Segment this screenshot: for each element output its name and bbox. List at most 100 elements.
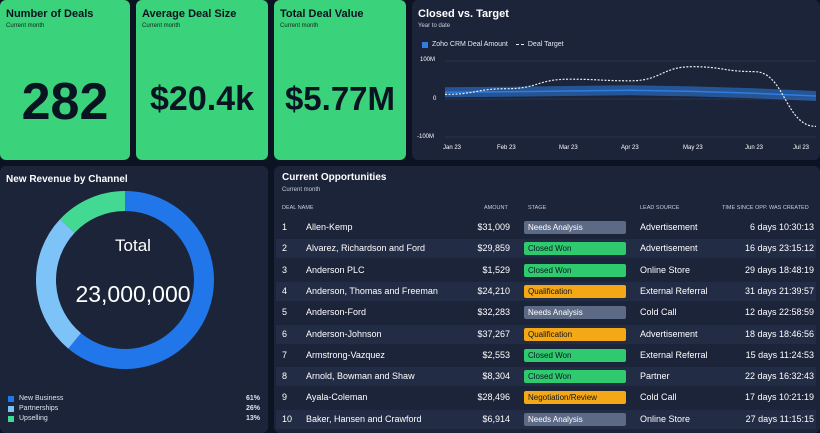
donut-center-label: Total bbox=[115, 236, 151, 255]
kpi-card-average-deal-size: Average Deal Size Current month $20.4k bbox=[136, 0, 268, 160]
kpi-value: $5.77M bbox=[284, 80, 396, 117]
x-tick-label: Feb 23 bbox=[497, 145, 516, 151]
cell-n: 3 bbox=[282, 264, 288, 275]
kpi-card-total-deal-value: Total Deal Value Current month $5.77M bbox=[274, 0, 406, 160]
cell-name: Allen-Kemp bbox=[306, 222, 353, 232]
cell-time: 22 days 16:32:43 bbox=[744, 371, 814, 382]
cell-source: Cold Call bbox=[640, 307, 677, 318]
table-row[interactable]: 10 Baker, Hansen and Crawford $6,914 Online… bbox=[276, 409, 816, 429]
table-row[interactable]: 1 Allen-Kemp $31,009 Advertisement 6 days 10… bbox=[276, 218, 816, 237]
table-row[interactable]: 7 Armstrong-Vazquez $2,553 External Referra… bbox=[276, 346, 816, 365]
legend-swatch bbox=[8, 405, 14, 412]
legend-pct: 26% bbox=[245, 405, 260, 412]
stage-badge: Needs Analysis bbox=[524, 412, 626, 426]
series-line-deal-target bbox=[444, 66, 817, 127]
legend-swatch bbox=[8, 395, 14, 402]
column-header-lead-source[interactable]: LEAD SOURCE bbox=[640, 205, 680, 211]
revenue-by-channel-card: New Revenue by Channel Total 23,000,000 … bbox=[0, 166, 268, 433]
legend-row-upselling: Upselling 13% bbox=[8, 415, 260, 422]
cell-source: Advertisement bbox=[640, 328, 698, 339]
stage-badge: Qualification bbox=[524, 284, 626, 298]
table-title: Current Opportunities bbox=[282, 172, 387, 183]
cell-time: 31 days 21:39:57 bbox=[744, 285, 814, 296]
stage-badge: Qualification bbox=[524, 327, 626, 341]
legend-swatch-deal-amount bbox=[422, 41, 428, 48]
legend-pct: 61% bbox=[245, 395, 260, 402]
donut-chart bbox=[36, 191, 214, 369]
x-tick-label: Apr 23 bbox=[621, 145, 639, 151]
cell-n: 1 bbox=[282, 222, 288, 232]
kpi-title: Number of Deals bbox=[6, 8, 94, 20]
cell-time: 18 days 18:46:56 bbox=[744, 328, 814, 339]
cell-source: Advertisement bbox=[640, 243, 698, 254]
series-band-deal-amount bbox=[445, 85, 816, 101]
table-row[interactable]: 3 Anderson PLC $1,529 Online Store 29 days 1… bbox=[276, 261, 816, 280]
y-tick-label: 0 bbox=[433, 96, 437, 102]
cell-name: Ayala-Coleman bbox=[306, 392, 368, 403]
cell-name: Arnold, Bowman and Shaw bbox=[306, 371, 415, 382]
cell-amount: $8,304 bbox=[482, 371, 510, 382]
kpi-subtitle: Current month bbox=[280, 23, 319, 29]
donut-center-value: 23,000,000 bbox=[75, 281, 191, 307]
cell-n: 9 bbox=[282, 392, 288, 403]
cell-amount: $2,553 bbox=[482, 349, 510, 360]
legend-row-partnerships: Partnerships 26% bbox=[8, 405, 260, 412]
x-tick-label: May 23 bbox=[683, 145, 703, 151]
kpi-card-number-of-deals: Number of Deals Current month 282 bbox=[0, 0, 130, 160]
column-header-time-since-created[interactable]: TIME SINCE OPP. WAS CREATED bbox=[722, 205, 809, 211]
kpi-title: Average Deal Size bbox=[142, 8, 237, 20]
legend-label-deal-target: Deal Target bbox=[527, 41, 564, 48]
cell-source: Online Store bbox=[640, 264, 691, 275]
chart-title: Closed vs. Target bbox=[418, 8, 509, 20]
cell-name: Anderson-Ford bbox=[306, 307, 367, 318]
cell-n: 4 bbox=[282, 285, 288, 296]
kpi-subtitle: Current month bbox=[142, 23, 181, 29]
cell-n: 7 bbox=[282, 349, 288, 360]
cell-n: 8 bbox=[282, 371, 288, 382]
stage-badge: Negotiation/Review bbox=[524, 391, 626, 405]
chart-subtitle: Year to date bbox=[418, 23, 451, 29]
cell-time: 15 days 11:24:53 bbox=[745, 349, 814, 360]
legend-swatch bbox=[8, 415, 14, 422]
table-row[interactable]: 9 Ayala-Coleman $28,496 Cold Call 17 days 10… bbox=[276, 388, 816, 407]
y-tick-label: 100M bbox=[420, 57, 436, 63]
column-header-amount[interactable]: AMOUNT bbox=[484, 205, 508, 211]
table-row[interactable]: 4 Anderson, Thomas and Freeman $24,210 Exte… bbox=[276, 281, 816, 301]
stage-badge: Closed Won bbox=[524, 370, 626, 384]
legend-label: New Business bbox=[19, 395, 64, 402]
table-row[interactable]: 6 Anderson-Johnson $37,267 Advertisement 18 … bbox=[276, 324, 816, 344]
cell-n: 2 bbox=[282, 243, 288, 254]
donut-slice-new-business bbox=[68, 191, 214, 369]
donut-slice-partnerships bbox=[36, 219, 82, 349]
cell-n: 6 bbox=[282, 328, 288, 339]
table-row[interactable]: 5 Anderson-Ford $32,283 Cold Call 12 days 22… bbox=[276, 303, 816, 322]
cell-amount: $32,283 bbox=[477, 307, 510, 318]
x-tick-label: Mar 23 bbox=[559, 145, 578, 151]
cell-name: Anderson, Thomas and Freeman bbox=[306, 285, 438, 296]
x-tick-label: Jun 23 bbox=[745, 145, 764, 151]
legend-label: Partnerships bbox=[19, 405, 59, 412]
legend-label-deal-amount: Zoho CRM Deal Amount bbox=[432, 41, 508, 48]
closed-vs-target-card: Closed vs. Target Year to date Zoho CRM … bbox=[412, 0, 820, 160]
table-row[interactable]: 2 Alvarez, Richardson and Ford $29,859 Adve… bbox=[276, 239, 816, 259]
legend-row-new-business: New Business 61% bbox=[8, 395, 260, 402]
cell-time: 17 days 10:21:19 bbox=[744, 392, 814, 403]
cell-name: Anderson-Johnson bbox=[306, 328, 382, 339]
table-row[interactable]: 8 Arnold, Bowman and Shaw $8,304 Partner 22 … bbox=[276, 367, 816, 387]
column-header-deal-name[interactable]: DEAL NAME bbox=[282, 205, 314, 211]
stage-badge: Closed Won bbox=[524, 348, 626, 362]
cell-amount: $24,210 bbox=[477, 285, 510, 296]
table-subtitle: Current month bbox=[282, 187, 321, 193]
cell-amount: $31,009 bbox=[477, 222, 510, 232]
cell-source: Partner bbox=[640, 371, 670, 382]
chart-title: New Revenue by Channel bbox=[6, 174, 128, 185]
donut-slice-upselling bbox=[60, 191, 126, 234]
cell-source: External Referral bbox=[640, 285, 708, 296]
cell-name: Alvarez, Richardson and Ford bbox=[306, 243, 426, 254]
chart-legend: Zoho CRM Deal Amount Deal Target bbox=[422, 41, 564, 48]
cell-time: 27 days 11:15:15 bbox=[745, 413, 814, 424]
column-header-stage[interactable]: STAGE bbox=[528, 205, 547, 211]
cell-time: 12 days 22:58:59 bbox=[744, 307, 814, 318]
cell-n: 10 bbox=[282, 413, 293, 424]
cell-time: 16 days 23:15:12 bbox=[744, 243, 814, 254]
